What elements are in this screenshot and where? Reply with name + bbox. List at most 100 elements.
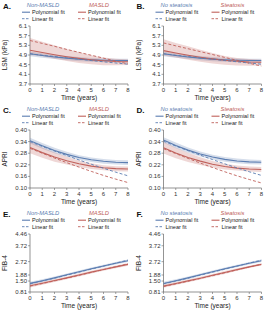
y-tick-label: 4.1 — [152, 71, 161, 77]
polynomial-fit-line — [164, 140, 262, 162]
x-tick-label: 0 — [28, 191, 32, 197]
x-tick-label: 3 — [199, 295, 203, 301]
y-axis-label: APRI — [135, 151, 142, 166]
x-axis-label: Time (years) — [61, 302, 97, 310]
x-axis — [30, 292, 128, 293]
legend-swatch — [212, 18, 220, 19]
legend-item-label: Polynomial fit — [222, 9, 255, 15]
x-tick-label: 8 — [126, 295, 130, 301]
panel-label: A. — [3, 2, 11, 11]
y-axis-label: LSM (kPa) — [1, 40, 9, 71]
x-tick-label: 4 — [77, 191, 81, 197]
linear-fit-line — [164, 260, 262, 284]
plot-area — [30, 138, 128, 183]
legend-group-header: Non-MASLD — [27, 106, 60, 112]
legend-swatch — [156, 116, 164, 117]
x-tick-label: 7 — [114, 191, 118, 197]
x-tick-label: 4 — [211, 191, 215, 197]
legend: Non-MASLDPolynomial fitLinear fitMASLDPo… — [22, 210, 121, 230]
legend-group-header: No steatosis — [161, 106, 193, 112]
legend-item-label: Linear fit — [32, 224, 54, 230]
legend-swatch — [212, 122, 220, 123]
panel: 3.74.14.54.95.35.76.1012345678Time (year… — [1, 2, 130, 102]
x-tick-label: 1 — [41, 295, 45, 301]
y-tick-label: 6.1 — [19, 23, 28, 29]
y-tick-label: 0.22 — [149, 162, 161, 168]
x-tick-label: 6 — [102, 87, 106, 93]
legend: No steatosisPolynomial fitLinear fitStea… — [156, 210, 255, 230]
y-tick-label: 3.72 — [15, 243, 27, 249]
x-tick-label: 1 — [174, 295, 178, 301]
y-tick-label: 5.3 — [19, 42, 28, 48]
x-tick-label: 3 — [65, 87, 69, 93]
x-tick-label: 6 — [102, 295, 106, 301]
x-tick-label: 5 — [90, 191, 94, 197]
legend-item-label: Polynomial fit — [222, 217, 255, 223]
polynomial-fit-line — [164, 51, 262, 63]
panel-label: E. — [3, 210, 11, 219]
x-tick-label: 8 — [260, 295, 264, 301]
y-tick-label: 0.16 — [149, 173, 161, 179]
polynomial-fit-line — [164, 264, 262, 286]
x-axis-label: Time (years) — [194, 94, 230, 102]
x-axis — [164, 84, 262, 85]
x-tick-label: 5 — [223, 295, 227, 301]
legend-item-label: Polynomial fit — [88, 113, 121, 119]
polynomial-fit-line — [30, 141, 128, 163]
y-tick-label: 0.34 — [15, 139, 27, 145]
legend-swatch — [22, 122, 30, 123]
legend-group-header: Steatosis — [221, 2, 245, 8]
x-tick-label: 5 — [223, 87, 227, 93]
figure: 3.74.14.54.95.35.76.1012345678Time (year… — [0, 0, 267, 312]
y-tick-label: 0.40 — [149, 127, 161, 133]
y-tick-label: 5.3 — [152, 42, 161, 48]
legend-swatch — [78, 220, 86, 221]
x-tick-label: 0 — [162, 191, 166, 197]
x-tick-label: 7 — [114, 87, 118, 93]
polynomial-fit-line — [30, 147, 128, 169]
plot-area — [30, 259, 128, 287]
confidence-band — [30, 263, 128, 287]
x-axis — [164, 188, 262, 189]
x-tick-label: 3 — [65, 295, 69, 301]
linear-fit-line — [30, 260, 128, 284]
legend-item-label: Linear fit — [88, 16, 110, 22]
legend-item-label: Polynomial fit — [166, 217, 199, 223]
x-tick-label: 0 — [28, 295, 32, 301]
x-tick-label: 7 — [248, 87, 252, 93]
x-tick-label: 1 — [174, 87, 178, 93]
x-axis — [30, 84, 128, 85]
x-axis-label: Time (years) — [194, 198, 230, 206]
y-tick-label: 0.10 — [15, 185, 27, 191]
legend-swatch — [212, 116, 220, 117]
linear-fit-line — [30, 148, 128, 182]
x-axis-label: Time (years) — [194, 302, 230, 310]
x-tick-label: 1 — [174, 191, 178, 197]
legend-item-label: Linear fit — [88, 224, 110, 230]
y-tick-label: 4.9 — [19, 52, 28, 58]
legend-item-label: Linear fit — [222, 224, 244, 230]
legend-item-label: Polynomial fit — [222, 113, 255, 119]
plot-area — [30, 38, 128, 65]
panel-label: C. — [3, 106, 11, 115]
legend-item-label: Polynomial fit — [88, 9, 121, 15]
y-tick-label: 3.72 — [149, 243, 161, 249]
legend-swatch — [156, 18, 164, 19]
legend: No steatosisPolynomial fitLinear fitStea… — [156, 106, 255, 126]
x-tick-label: 5 — [223, 191, 227, 197]
y-tick-label: 1.50 — [15, 278, 27, 284]
legend-item-label: Polynomial fit — [166, 9, 199, 15]
legend-group-header: No steatosis — [161, 2, 193, 8]
x-tick-label: 6 — [235, 191, 239, 197]
y-tick-label: 6.1 — [152, 23, 161, 29]
legend-swatch — [22, 116, 30, 117]
y-tick-label: 0.28 — [149, 150, 161, 156]
y-tick-label: 5.7 — [152, 33, 161, 39]
y-tick-label: 4.46 — [15, 231, 27, 237]
confidence-band — [30, 259, 128, 285]
legend-item-label: Linear fit — [222, 16, 244, 22]
panel: 0.811.501.882.723.724.46012345678Time (y… — [135, 210, 264, 310]
x-tick-label: 6 — [235, 87, 239, 93]
x-tick-label: 8 — [126, 87, 130, 93]
x-tick-label: 0 — [162, 87, 166, 93]
